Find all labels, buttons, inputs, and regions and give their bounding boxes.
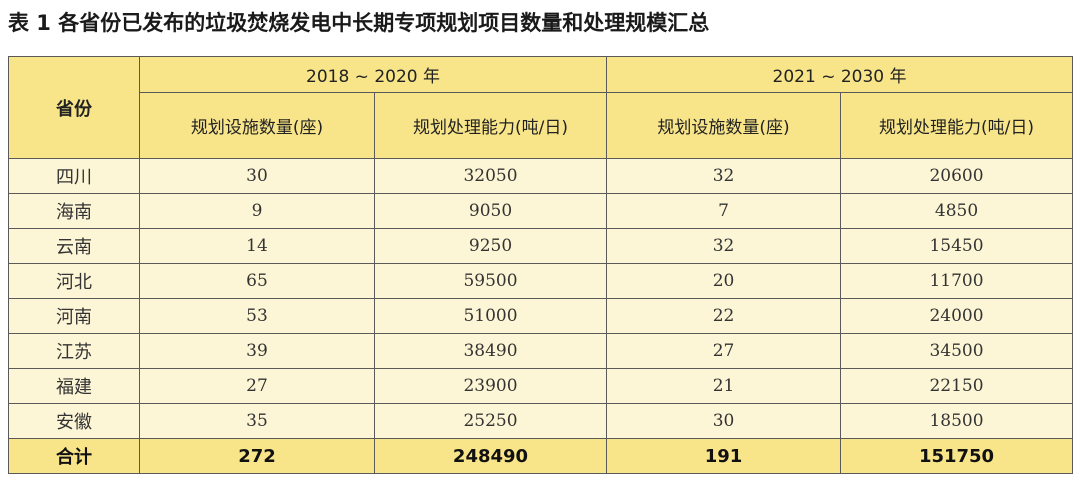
table-row: 河北 65 59500 20 11700	[8, 263, 1074, 299]
period-header-2021-2030: 2021 ~ 2030 年	[606, 56, 1074, 93]
province-cell: 安徽	[8, 403, 140, 439]
subheader-capacity-2021: 规划处理能力(吨/日)	[840, 92, 1074, 159]
capacity-2021-cell: 4850	[840, 193, 1074, 229]
capacity-2021-cell: 18500	[840, 403, 1074, 439]
capacity-2018-cell: 23900	[373, 368, 608, 404]
subheader-capacity-2018: 规划处理能力(吨/日)	[373, 92, 608, 159]
table-row: 江苏 39 38490 27 34500	[8, 333, 1074, 369]
capacity-2018-cell: 9050	[373, 193, 608, 229]
table-row: 海南 9 9050 7 4850	[8, 193, 1074, 229]
capacity-2021-cell: 22150	[840, 368, 1074, 404]
table-row: 安徽 35 25250 30 18500	[8, 403, 1074, 439]
province-cell: 江苏	[8, 333, 140, 369]
total-capacity-2021-cell: 151750	[840, 438, 1074, 474]
facility-count-2021-cell: 32	[606, 158, 842, 194]
province-cell: 四川	[8, 158, 140, 194]
total-facility-count-2021-cell: 191	[606, 438, 842, 474]
table-row: 四川 30 32050 32 20600	[8, 158, 1074, 194]
table-row: 河南 53 51000 22 24000	[8, 298, 1074, 334]
subheader-facility-count-2021: 规划设施数量(座)	[606, 92, 842, 159]
data-table: 省份 2018 ~ 2020 年 2021 ~ 2030 年 规划设施数量(座)…	[8, 56, 1074, 474]
facility-count-2018-cell: 30	[139, 158, 375, 194]
capacity-2021-cell: 20600	[840, 158, 1074, 194]
facility-count-2018-cell: 53	[139, 298, 375, 334]
facility-count-2018-cell: 65	[139, 263, 375, 299]
table-row: 云南 14 9250 32 15450	[8, 228, 1074, 264]
province-cell: 海南	[8, 193, 140, 229]
capacity-2021-cell: 11700	[840, 263, 1074, 299]
facility-count-2021-cell: 32	[606, 228, 842, 264]
facility-count-2018-cell: 35	[139, 403, 375, 439]
facility-count-2021-cell: 30	[606, 403, 842, 439]
capacity-2021-cell: 34500	[840, 333, 1074, 369]
capacity-2018-cell: 9250	[373, 228, 608, 264]
capacity-2018-cell: 59500	[373, 263, 608, 299]
facility-count-2021-cell: 27	[606, 333, 842, 369]
capacity-2021-cell: 15450	[840, 228, 1074, 264]
capacity-2018-cell: 32050	[373, 158, 608, 194]
facility-count-2021-cell: 22	[606, 298, 842, 334]
subheader-facility-count-2018: 规划设施数量(座)	[139, 92, 375, 159]
facility-count-2018-cell: 14	[139, 228, 375, 264]
province-cell: 河北	[8, 263, 140, 299]
facility-count-2018-cell: 9	[139, 193, 375, 229]
province-header: 省份	[8, 56, 140, 159]
capacity-2018-cell: 51000	[373, 298, 608, 334]
province-cell: 河南	[8, 298, 140, 334]
province-cell: 云南	[8, 228, 140, 264]
facility-count-2018-cell: 39	[139, 333, 375, 369]
table-row: 福建 27 23900 21 22150	[8, 368, 1074, 404]
capacity-2021-cell: 24000	[840, 298, 1074, 334]
facility-count-2021-cell: 20	[606, 263, 842, 299]
total-row: 合计 272 248490 191 151750	[8, 438, 1074, 474]
facility-count-2018-cell: 27	[139, 368, 375, 404]
capacity-2018-cell: 25250	[373, 403, 608, 439]
capacity-2018-cell: 38490	[373, 333, 608, 369]
facility-count-2021-cell: 7	[606, 193, 842, 229]
period-header-2018-2020: 2018 ~ 2020 年	[138, 56, 608, 93]
table-caption: 表 1 各省份已发布的垃圾焚烧发电中长期专项规划项目数量和处理规模汇总	[8, 11, 710, 35]
total-label-cell: 合计	[8, 438, 140, 474]
province-cell: 福建	[8, 368, 140, 404]
total-facility-count-2018-cell: 272	[139, 438, 375, 474]
total-capacity-2018-cell: 248490	[373, 438, 608, 474]
facility-count-2021-cell: 21	[606, 368, 842, 404]
